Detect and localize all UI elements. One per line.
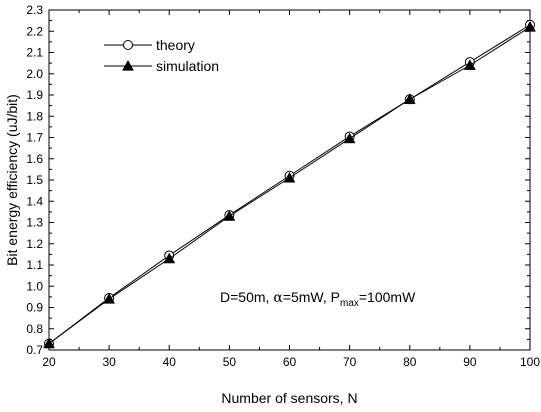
annotation-alpha: α	[273, 290, 283, 306]
y-tick-label: 1.9	[26, 88, 43, 102]
y-tick-label: 0.8	[26, 322, 43, 336]
y-tick-label: 0.9	[26, 301, 43, 315]
series-layer	[43, 19, 536, 349]
data-point-simulation	[403, 93, 416, 104]
y-tick-label: 1.7	[26, 131, 43, 145]
y-tick-label: 1.2	[26, 237, 43, 251]
x-tick-label: 100	[520, 355, 540, 369]
x-tick-label: 90	[463, 355, 477, 369]
y-tick-label: 1.1	[26, 258, 43, 272]
series-simulation	[43, 20, 536, 349]
data-point-simulation	[43, 337, 55, 349]
legend-marker-theory	[123, 40, 133, 50]
data-point-simulation	[343, 132, 356, 144]
annotation-part3: =100mW	[359, 289, 416, 305]
y-tick-label: 1.5	[26, 173, 43, 187]
x-tick-label: 80	[403, 355, 417, 369]
y-tick-label: 1.6	[26, 152, 43, 166]
axes: 20 30 40 50 60 70 80 90 100 0.7 0.8 0.9 1.0 1.1 1.2 1.3…	[26, 3, 540, 369]
y-tick-label: 2.3	[26, 3, 43, 17]
legend-label-simulation: simulation	[156, 58, 219, 74]
data-point-simulation	[163, 252, 176, 264]
data-point-simulation	[524, 20, 536, 32]
y-tick-label: 0.7	[26, 343, 43, 357]
x-tick-label: 70	[343, 355, 357, 369]
x-tick-label: 60	[283, 355, 297, 369]
x-tick-label: 50	[223, 355, 237, 369]
y-tick-label: 1.0	[26, 279, 43, 293]
data-point-simulation	[463, 59, 476, 70]
y-tick-label: 1.3	[26, 216, 43, 230]
y-tick-label: 2.0	[26, 67, 43, 81]
annotation-subscript: max	[340, 298, 359, 309]
x-tick-label: 20	[42, 355, 56, 369]
legend-label-theory: theory	[156, 37, 195, 53]
legend: theory simulation	[104, 37, 219, 74]
legend-marker-simulation	[122, 59, 134, 71]
data-point-simulation	[223, 210, 236, 221]
annotation: D=50m, α=5mW, Pmax=100mW	[220, 289, 416, 309]
data-point-simulation	[103, 292, 116, 304]
y-tick-label: 2.1	[26, 46, 43, 60]
x-tick-label: 30	[102, 355, 116, 369]
y-tick-label: 2.2	[26, 24, 43, 38]
y-tick-label: 1.8	[26, 109, 43, 123]
y-tick-label: 1.4	[26, 194, 43, 208]
x-axis-title: Number of sensors, N	[221, 390, 357, 406]
x-tick-label: 40	[163, 355, 177, 369]
y-axis-title: Bit energy efficiency (uJ/bit)	[4, 94, 20, 266]
annotation-part1: D=50m,	[220, 289, 273, 305]
annotation-part2: =5mW, P	[283, 289, 340, 305]
data-point-simulation	[283, 171, 296, 183]
